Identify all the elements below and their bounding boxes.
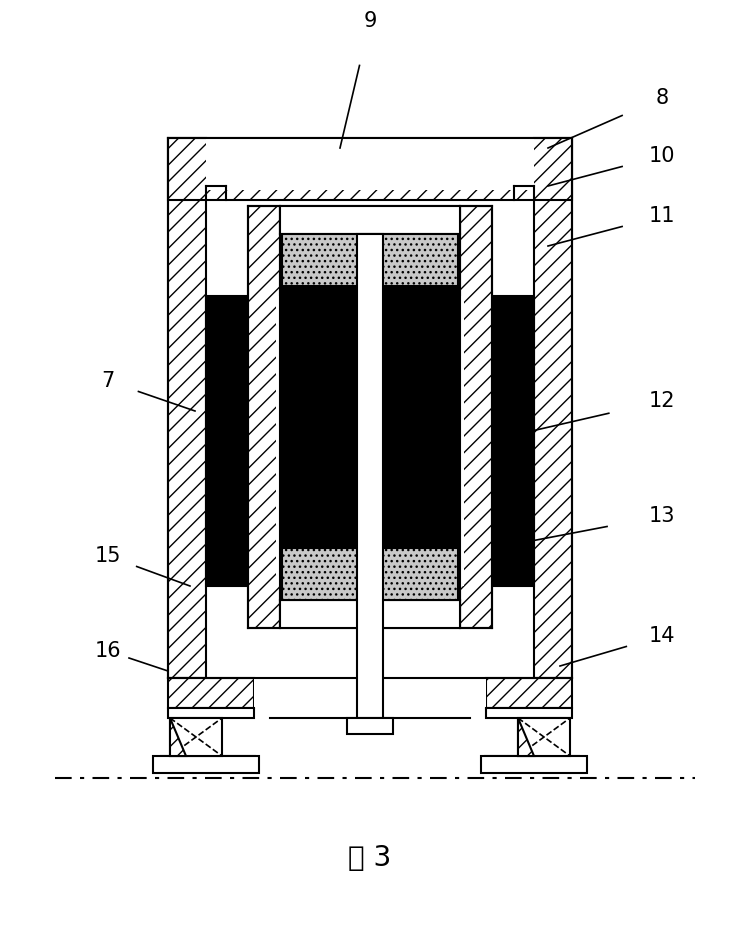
Bar bbox=[168, 708, 254, 718]
Bar bbox=[486, 708, 572, 718]
Polygon shape bbox=[518, 718, 534, 756]
Bar bbox=[492, 296, 534, 586]
Bar bbox=[357, 234, 383, 718]
Bar bbox=[280, 206, 460, 234]
Bar bbox=[280, 286, 460, 548]
Bar bbox=[206, 138, 534, 190]
Bar bbox=[534, 138, 572, 678]
Text: 14: 14 bbox=[649, 626, 675, 646]
Text: 16: 16 bbox=[95, 641, 121, 661]
Bar bbox=[460, 206, 492, 628]
Bar bbox=[206, 296, 248, 586]
Polygon shape bbox=[170, 718, 186, 756]
Bar bbox=[254, 678, 486, 708]
Text: 8: 8 bbox=[655, 88, 669, 108]
Bar bbox=[347, 718, 393, 734]
Bar bbox=[276, 296, 280, 586]
Bar bbox=[280, 600, 460, 628]
Bar bbox=[280, 234, 460, 600]
Text: 13: 13 bbox=[649, 506, 675, 526]
Text: 15: 15 bbox=[95, 546, 121, 566]
Bar bbox=[481, 756, 587, 773]
Bar bbox=[460, 296, 464, 586]
Text: 12: 12 bbox=[649, 391, 675, 411]
Bar bbox=[248, 206, 280, 628]
Bar bbox=[486, 678, 572, 708]
Text: 图 3: 图 3 bbox=[348, 844, 392, 872]
Text: 11: 11 bbox=[649, 206, 675, 226]
Bar bbox=[168, 138, 206, 678]
Bar bbox=[168, 678, 254, 708]
Bar bbox=[518, 718, 570, 756]
Text: 7: 7 bbox=[101, 371, 115, 391]
Bar bbox=[282, 234, 458, 286]
Bar bbox=[282, 548, 458, 600]
Bar bbox=[153, 756, 259, 773]
Bar bbox=[170, 718, 222, 756]
Bar bbox=[168, 138, 572, 200]
Text: 9: 9 bbox=[364, 11, 377, 31]
Text: 10: 10 bbox=[649, 146, 675, 166]
